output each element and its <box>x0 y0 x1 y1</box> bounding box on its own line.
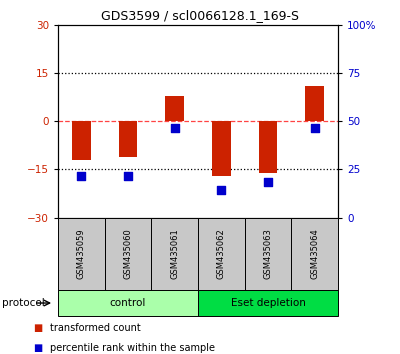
Bar <box>212 121 231 176</box>
Bar <box>165 96 184 121</box>
Bar <box>259 121 277 173</box>
Text: Eset depletion: Eset depletion <box>230 298 306 308</box>
Text: GSM435063: GSM435063 <box>264 229 272 279</box>
Text: GDS3599 / scl0066128.1_169-S: GDS3599 / scl0066128.1_169-S <box>101 9 299 22</box>
Text: control: control <box>110 298 146 308</box>
Text: GSM435059: GSM435059 <box>77 229 86 279</box>
Bar <box>119 121 137 156</box>
Text: GSM435064: GSM435064 <box>310 229 319 279</box>
Point <box>218 188 224 193</box>
Text: percentile rank within the sample: percentile rank within the sample <box>50 343 215 353</box>
Point <box>78 173 84 179</box>
Point <box>312 125 318 131</box>
Bar <box>72 121 91 160</box>
Text: ■: ■ <box>33 323 43 333</box>
Point <box>172 125 178 131</box>
Text: GSM435061: GSM435061 <box>170 229 179 279</box>
Text: transformed count: transformed count <box>50 323 141 333</box>
Text: ■: ■ <box>33 343 43 353</box>
Point <box>125 173 131 179</box>
Text: protocol: protocol <box>2 298 45 308</box>
Point <box>265 179 271 185</box>
Text: GSM435062: GSM435062 <box>217 229 226 279</box>
Text: GSM435060: GSM435060 <box>124 229 132 279</box>
Bar <box>305 86 324 121</box>
